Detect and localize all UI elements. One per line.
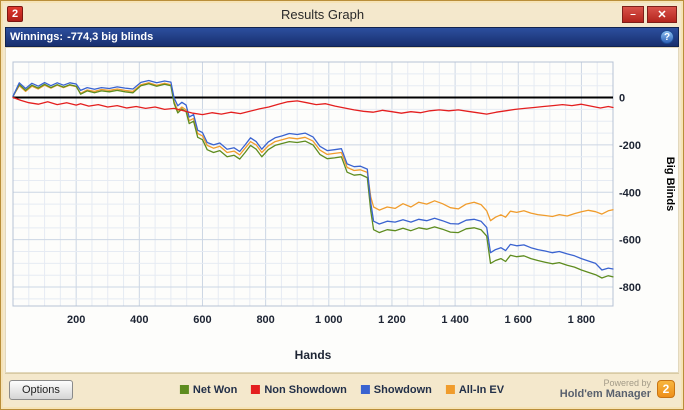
powered-by: Powered by Hold'em Manager 2 bbox=[560, 378, 675, 401]
svg-text:1 800: 1 800 bbox=[568, 314, 596, 326]
caption-buttons: – ✕ bbox=[622, 5, 677, 23]
results-chart-svg: 200 400 600 800 1 000 1 200 1 400 1 600 1 800 0 -2… bbox=[12, 61, 676, 326]
winnings-value: -774,3 big blinds bbox=[67, 31, 154, 43]
powered-by-label: Powered by bbox=[603, 378, 651, 388]
legend-item-non-showdown[interactable]: Non Showdown bbox=[251, 383, 347, 396]
legend-label: All-In EV bbox=[458, 383, 505, 396]
svg-text:400: 400 bbox=[130, 314, 148, 326]
close-button[interactable]: ✕ bbox=[647, 5, 677, 23]
legend-label: Showdown bbox=[373, 383, 432, 396]
help-icon[interactable]: ? bbox=[660, 30, 674, 44]
legend-item-all-in-ev[interactable]: All-In EV bbox=[445, 383, 505, 396]
svg-text:-800: -800 bbox=[619, 282, 641, 294]
hm2-app-icon: 2 bbox=[7, 6, 23, 22]
svg-text:0: 0 bbox=[619, 93, 625, 105]
svg-text:600: 600 bbox=[193, 314, 211, 326]
window-title: Results Graph bbox=[280, 6, 365, 22]
hm2-brand-icon: 2 bbox=[657, 380, 675, 399]
legend-swatch bbox=[445, 385, 455, 394]
x-axis-title: Hands bbox=[294, 348, 332, 362]
svg-text:200: 200 bbox=[67, 314, 85, 326]
legend-label: Non Showdown bbox=[264, 383, 347, 396]
winnings-bar: Winnings: -774,3 big blinds ? bbox=[5, 27, 679, 47]
brand-name: Hold'em Manager bbox=[559, 388, 651, 401]
chart-area: 200 400 600 800 1 000 1 200 1 400 1 600 1 800 0 -2… bbox=[5, 47, 679, 373]
svg-text:1 600: 1 600 bbox=[504, 314, 532, 326]
winnings-label: Winnings: bbox=[10, 31, 64, 43]
minimize-button[interactable]: – bbox=[622, 5, 644, 23]
svg-text:-200: -200 bbox=[619, 140, 641, 152]
svg-text:1 000: 1 000 bbox=[315, 314, 343, 326]
chart-legend: Net Won Non Showdown Showdown All-In EV bbox=[179, 383, 505, 396]
svg-text:800: 800 bbox=[256, 314, 274, 326]
svg-text:-600: -600 bbox=[619, 235, 641, 247]
svg-text:Big Blinds: Big Blinds bbox=[664, 157, 676, 211]
svg-text:1 400: 1 400 bbox=[441, 314, 469, 326]
options-button[interactable]: Options bbox=[9, 379, 73, 400]
bottom-bar: Options Net Won Non Showdown Showdown Al… bbox=[5, 373, 679, 405]
svg-text:1 200: 1 200 bbox=[378, 314, 406, 326]
legend-swatch bbox=[251, 385, 261, 394]
titlebar[interactable]: 2 Results Graph – ✕ bbox=[5, 1, 679, 27]
legend-item-net-won[interactable]: Net Won bbox=[179, 383, 238, 396]
legend-item-showdown[interactable]: Showdown bbox=[360, 383, 432, 396]
legend-label: Net Won bbox=[192, 383, 238, 396]
legend-swatch bbox=[360, 385, 370, 394]
svg-text:-400: -400 bbox=[619, 187, 641, 199]
legend-swatch bbox=[179, 385, 189, 394]
